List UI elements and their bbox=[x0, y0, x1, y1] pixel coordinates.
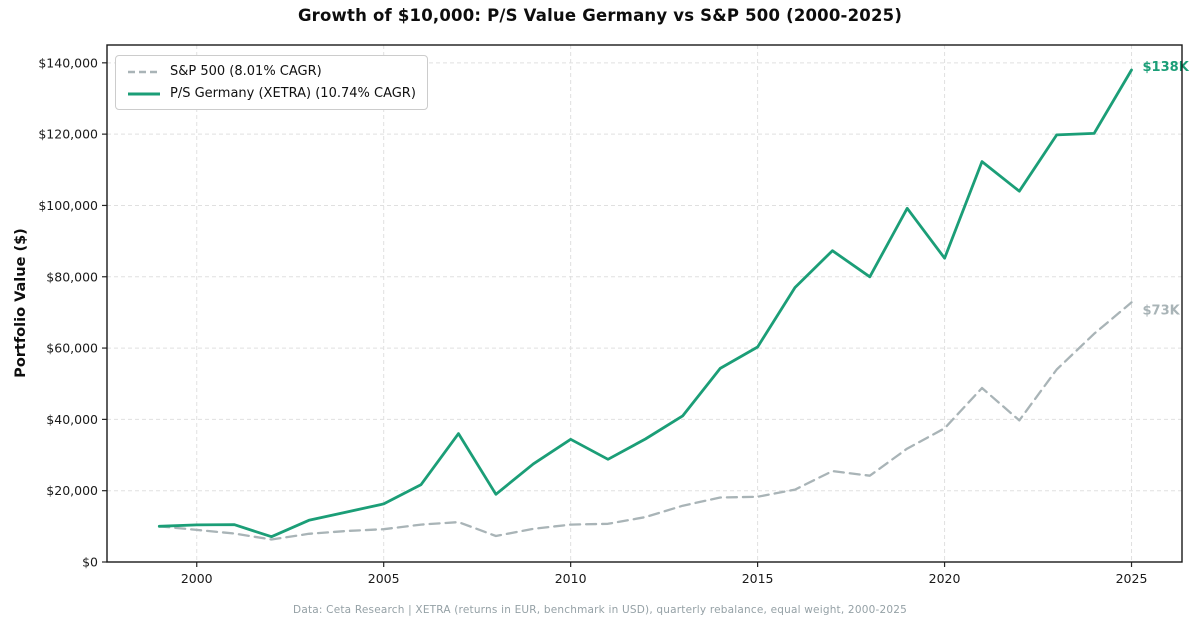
x-tick-label: 2020 bbox=[929, 571, 961, 586]
y-tick-label: $20,000 bbox=[46, 483, 98, 498]
plot-frame bbox=[106, 44, 1183, 563]
end-value-label-sp500: $73K bbox=[1143, 303, 1181, 318]
dashed-line-swatch-icon bbox=[128, 70, 160, 73]
x-tick-label: 2010 bbox=[555, 571, 587, 586]
end-value-label-germany: $138K bbox=[1143, 60, 1190, 75]
x-tick-label: 2015 bbox=[742, 571, 774, 586]
solid-line-swatch-icon bbox=[128, 92, 160, 95]
y-tick-label: $0 bbox=[82, 555, 98, 570]
series-line-sp500 bbox=[158, 301, 1133, 541]
legend-item-germany: P/S Germany (XETRA) (10.74% CAGR) bbox=[127, 84, 416, 103]
chart-title: Growth of $10,000: P/S Value Germany vs … bbox=[297, 6, 903, 25]
legend-label-sp500: S&P 500 (8.01% CAGR) bbox=[170, 64, 322, 79]
y-tick-label: $140,000 bbox=[38, 55, 98, 70]
x-tick-label: 2025 bbox=[1116, 571, 1148, 586]
y-tick-label: $120,000 bbox=[38, 127, 98, 142]
x-tick-label: 2005 bbox=[368, 571, 400, 586]
y-tick-label: $40,000 bbox=[46, 412, 98, 427]
data-source-caption: Data: Ceta Research | XETRA (returns in … bbox=[293, 604, 907, 616]
y-tick-label: $100,000 bbox=[38, 198, 98, 213]
series-line-germany bbox=[157, 68, 1133, 539]
y-tick-label: $60,000 bbox=[46, 341, 98, 356]
legend-label-germany: P/S Germany (XETRA) (10.74% CAGR) bbox=[170, 86, 416, 101]
y-tick-label: $80,000 bbox=[46, 269, 98, 284]
legend-item-sp500: S&P 500 (8.01% CAGR) bbox=[127, 62, 416, 81]
x-tick-label: 2000 bbox=[181, 571, 213, 586]
legend: S&P 500 (8.01% CAGR) P/S Germany (XETRA)… bbox=[115, 55, 428, 110]
